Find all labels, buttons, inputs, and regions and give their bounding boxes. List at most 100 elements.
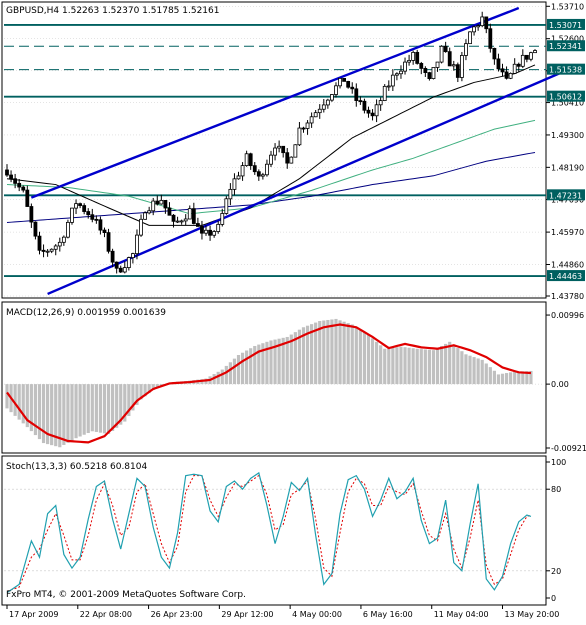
candle-bull	[411, 51, 416, 61]
macd-bar	[50, 384, 54, 446]
time-tick-label: 22 Apr 08:00	[80, 610, 132, 619]
macd-bar	[387, 348, 391, 385]
macd-bar	[159, 384, 163, 386]
candle-bull	[143, 212, 147, 220]
candle-bear	[94, 218, 99, 221]
price-tick-label: 1.43780	[551, 292, 584, 301]
candle-bull	[407, 60, 411, 63]
candle-bear	[358, 100, 363, 102]
candle-bull	[374, 104, 379, 117]
stochastic-pane[interactable]: 100 80 20 0 Stoch(13,3,3) 60.5218 60.8104	[1, 455, 566, 606]
candlesticks	[5, 11, 537, 274]
candle-bear	[346, 81, 351, 88]
macd-bar	[62, 384, 66, 445]
candle-bull	[313, 112, 318, 118]
candle-bull	[122, 267, 127, 273]
candle-bear	[33, 221, 38, 237]
price-tick-label: 1.49300	[551, 131, 584, 140]
trend-channel[interactable]	[30, 6, 577, 296]
macd-bar	[529, 370, 533, 385]
macd-bar	[17, 384, 21, 420]
candle-bull	[472, 26, 476, 33]
macd-bar	[58, 384, 62, 448]
macd-bar	[338, 320, 342, 385]
price-pane-title: GBPUSD,H4 1.52263 1.52370 1.51785 1.5216…	[6, 6, 219, 16]
macd-bar	[305, 325, 310, 385]
macd-bar	[488, 367, 492, 385]
macd-bar	[318, 321, 322, 385]
candle-bull	[325, 99, 330, 106]
candle-bull	[382, 85, 387, 101]
time-tick-label: 4 May 00:00	[292, 610, 342, 619]
level-label: 1.47231	[549, 191, 582, 200]
macd-bar	[427, 349, 431, 385]
macd-bar	[468, 355, 472, 385]
level-label: 1.53071	[549, 21, 582, 30]
candle-bull	[476, 25, 481, 28]
macd-histogram	[5, 318, 533, 448]
candle-bear	[354, 88, 359, 101]
level-label: 1.51538	[549, 66, 582, 75]
level-labels: 1.53071 1.52341 1.51538 1.50612 1.47231 1.444…	[547, 18, 585, 282]
candle-bull	[289, 156, 294, 164]
candle-bull	[131, 253, 135, 259]
macd-bar	[277, 338, 281, 385]
macd-bar	[521, 371, 525, 385]
macd-bar	[301, 327, 306, 385]
macd-bar	[143, 384, 147, 397]
candle-bull	[529, 52, 533, 60]
moving-averages	[6, 64, 536, 226]
level-label-box	[547, 18, 585, 30]
macd-bar	[98, 384, 103, 433]
macd-bar	[123, 384, 127, 422]
candle-bull	[338, 77, 342, 87]
macd-bar	[46, 384, 50, 445]
candle-bull	[151, 200, 156, 212]
time-tick-label: 26 Apr 23:00	[151, 610, 203, 619]
candle-bull	[57, 241, 62, 247]
candle-bull	[66, 221, 70, 238]
macd-bar	[395, 347, 399, 385]
price-tick-label: 1.50410	[551, 99, 584, 108]
macd-signal-polyline	[6, 323, 532, 444]
candle-bear	[256, 171, 261, 177]
macd-bar	[379, 345, 383, 385]
candle-bear	[41, 249, 46, 252]
macd-bar	[228, 362, 232, 385]
price-pane[interactable]: 1.537101.526001.515001.504101.493001.481…	[1, 1, 585, 301]
candle-bear	[110, 250, 115, 263]
candle-bull	[435, 61, 440, 68]
stoch-main-line	[6, 471, 532, 594]
macd-bar	[111, 384, 115, 431]
macd-pane-title: MACD(12,26,9) 0.001959 0.001639	[6, 308, 166, 318]
candle-bear	[171, 214, 176, 222]
candle-bear	[21, 186, 26, 191]
candle-bull	[45, 250, 50, 253]
macd-bar	[403, 347, 407, 385]
candle-bear	[423, 68, 428, 74]
candle-bear	[342, 77, 347, 82]
stoch-tick-label: 80	[551, 485, 561, 494]
macd-bar	[419, 349, 423, 385]
candle-bull	[395, 73, 399, 76]
candle-bull	[439, 45, 444, 63]
level-label: 1.44463	[549, 272, 582, 281]
macd-bar	[452, 344, 456, 385]
stochastic-lines	[6, 471, 532, 594]
time-tick-label: 29 Apr 12:00	[221, 610, 273, 619]
candle-bear	[155, 200, 160, 205]
macd-bar	[281, 337, 285, 385]
macd-pane[interactable]: 0.00996 0.00 -0.00921 MACD(12,26,9) 0.0019…	[1, 301, 586, 454]
candle-bull	[232, 178, 237, 190]
candle-bear	[484, 16, 489, 30]
candle-bull	[135, 234, 139, 255]
macd-bar	[131, 384, 135, 411]
candle-bear	[163, 200, 168, 209]
candle-bull	[49, 248, 54, 252]
candle-bear	[366, 109, 371, 114]
candle-bear	[492, 47, 497, 60]
candle-bear	[455, 64, 460, 78]
macd-bar	[139, 384, 143, 400]
candle-bear	[200, 226, 204, 234]
